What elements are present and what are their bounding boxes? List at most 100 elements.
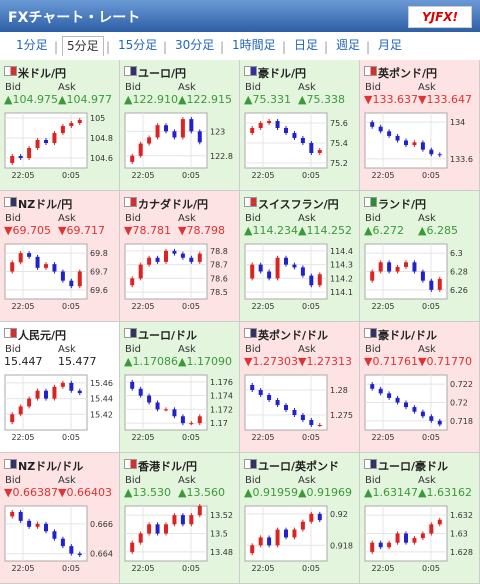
logo[interactable]: YJFX! (408, 6, 472, 28)
candle (60, 126, 65, 133)
title: FXチャート・レート (8, 10, 141, 26)
bid-value: ▲104.975 (4, 93, 58, 106)
ask-value: ▼69.717 (58, 224, 105, 237)
candle (317, 150, 322, 153)
bid-label: Bid (125, 82, 141, 93)
rate-cell[interactable]: カナダドル/円 Bid Ask ▼78.781 ▼78.798 78.8 78.7 78.6 7… (120, 191, 240, 322)
x-tick-label: 0:05 (302, 302, 320, 311)
rate-cell[interactable]: 豪ドル/円 Bid Ask ▲75.331 ▲75.338 75.6 75.4 75.2 22:… (240, 60, 360, 191)
y-tick-label: 69.7 (90, 268, 108, 277)
candle (300, 415, 305, 420)
candle (250, 128, 255, 133)
candle (429, 416, 434, 421)
y-tick-label: 6.26 (450, 286, 468, 295)
candle (250, 264, 255, 279)
tab[interactable]: 月足 (378, 38, 403, 52)
ask-label: Ask (298, 344, 316, 355)
flag (124, 328, 137, 338)
mini-chart: 1.28 1.275 22:05 0:05 (244, 374, 353, 442)
candle (138, 388, 143, 396)
plot-area (244, 374, 328, 431)
x-tick-label: 0:05 (302, 171, 320, 180)
candle (27, 148, 32, 158)
tab[interactable]: 週足 (336, 38, 361, 52)
candle (27, 253, 32, 257)
flag (4, 459, 17, 469)
candle (35, 390, 40, 399)
y-tick-label: 15.42 (90, 410, 113, 419)
candle (44, 390, 48, 399)
candle (378, 262, 383, 272)
candle (404, 262, 408, 267)
tab[interactable]: 日足 (294, 38, 319, 52)
pair-name: ランド/円 (378, 198, 427, 211)
candle (387, 262, 392, 272)
mini-chart: 0.666 0.664 22:05 0:05 (4, 505, 113, 573)
candle (172, 131, 177, 138)
candle (284, 257, 288, 265)
tab[interactable]: 1分足 (16, 38, 48, 52)
bid-value: 15.447 (4, 355, 43, 368)
mini-chart: 15.46 15.44 15.42 22:05 0:05 (4, 374, 113, 442)
rate-cell[interactable]: NZドル/円 Bid Ask ▼69.705 ▼69.717 69.8 69.7 69.6 22… (0, 191, 120, 322)
pair-name: カナダドル/円 (138, 198, 209, 211)
tab[interactable]: 15分足 (118, 38, 158, 52)
tab[interactable]: 5分足 (62, 36, 104, 56)
candle (44, 264, 48, 268)
candle (275, 121, 280, 128)
rate-cell[interactable]: 香港ドル/円 Bid Ask ▲13.530 ▲13.560 13.52 13.5 13.48… (120, 453, 240, 584)
bid-label: Bid (245, 82, 261, 93)
x-tick-label: 22:05 (371, 564, 394, 573)
mini-chart: 0.722 0.72 0.718 22:05 0:05 (364, 374, 473, 442)
y-tick-label: 1.63 (450, 530, 468, 539)
flag (364, 66, 377, 76)
pair-name: NZドル/円 (18, 198, 73, 211)
candle (412, 407, 417, 412)
flag (4, 328, 17, 338)
candle (267, 537, 272, 546)
ask-label: Ask (58, 344, 76, 355)
y-tick-label: 104.8 (90, 134, 113, 143)
rate-cell[interactable]: 英ポンド/ドル Bid Ask ▼1.27303 ▼1.27313 1.28 1.275 22… (240, 322, 360, 453)
candle (370, 122, 375, 127)
bid-label: Bid (365, 344, 381, 355)
candle (52, 386, 57, 399)
ask-value: ▲0.91969 (298, 486, 352, 499)
bid-value: ▲114.234 (244, 224, 298, 237)
rate-cell[interactable]: 豪ドル/ドル Bid Ask ▼0.71761 ▼0.71770 0.722 0.72 0.7… (360, 322, 480, 453)
candle (317, 274, 322, 286)
rate-cell[interactable]: 米ドル/円 Bid Ask ▲104.975 ▲104.977 105 104.8 104.6… (0, 60, 120, 191)
tab-separator: | (366, 40, 371, 54)
ask-value: ▲104.977 (58, 93, 112, 106)
candle (52, 133, 57, 143)
flag (364, 197, 377, 207)
x-tick-label: 22:05 (11, 564, 34, 573)
tab-separator: | (220, 40, 225, 54)
rate-cell[interactable]: ユーロ/英ポンド Bid Ask ▲0.91959 ▲0.91969 0.92 0.918 2… (240, 453, 360, 584)
rate-cell[interactable]: NZドル/ドル Bid Ask ▼0.66387 ▼0.66403 0.666 0.664 2… (0, 453, 120, 584)
rate-cell[interactable]: ユーロ/円 Bid Ask ▲122.910 ▲122.915 123 122.8 22:05… (120, 60, 240, 191)
candle (309, 275, 314, 286)
rate-cell[interactable]: スイスフラン/円 Bid Ask ▲114.234 ▲114.252 114.4 114.3… (240, 191, 360, 322)
candle (172, 515, 177, 525)
rate-cell[interactable]: ユーロ/豪ドル Bid Ask ▲1.63147 ▲1.63162 1.632 1.63 1.… (360, 453, 480, 584)
rate-cell[interactable]: 人民元/円 Bid Ask 15.447 15.477 15.46 15.44 15.42 22… (0, 322, 120, 453)
flag (244, 459, 257, 469)
mini-chart: 69.8 69.7 69.6 22:05 0:05 (4, 243, 108, 311)
candle (130, 278, 135, 286)
y-tick-label: 78.6 (210, 274, 228, 283)
rate-cell[interactable]: ユーロ/ドル Bid Ask ▲1.17086 ▲1.17090 1.176 1.174 1.… (120, 322, 240, 453)
y-tick-label: 105 (90, 114, 105, 123)
candle (164, 125, 168, 132)
rate-cell[interactable]: 英ポンド/円 Bid Ask ▼133.637 ▼133.647 134 133.6 22:0… (360, 60, 480, 191)
candle (44, 523, 48, 532)
candle (258, 123, 263, 128)
tab[interactable]: 1時間足 (232, 38, 276, 52)
bid-label: Bid (245, 344, 261, 355)
ask-label: Ask (178, 82, 196, 93)
rate-cell[interactable]: ランド/円 Bid Ask ▲6.272 ▲6.285 6.3 6.28 6.26 22:05 0… (360, 191, 480, 322)
candle (155, 524, 160, 534)
candle (189, 515, 194, 525)
tab[interactable]: 30分足 (175, 38, 215, 52)
ask-value: ▲13.560 (178, 486, 225, 499)
